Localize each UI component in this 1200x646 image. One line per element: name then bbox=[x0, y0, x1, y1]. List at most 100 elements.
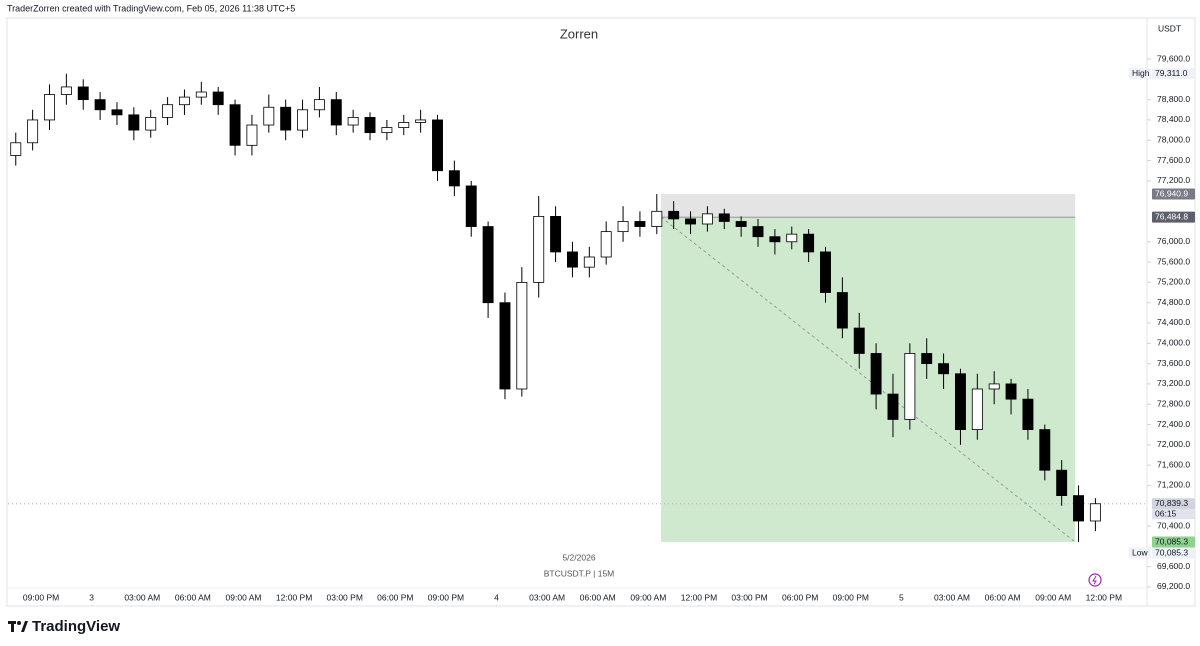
candle bbox=[195, 81, 207, 105]
candle bbox=[971, 373, 983, 440]
candle-body bbox=[870, 353, 882, 395]
x-tick-label: 03:00 PM bbox=[731, 592, 767, 602]
marker-value: 79,311.0 bbox=[1155, 68, 1188, 78]
candle-body bbox=[1073, 495, 1084, 522]
candle-body bbox=[313, 99, 325, 111]
x-tick-label: 03:00 AM bbox=[124, 592, 160, 602]
candle bbox=[887, 373, 899, 438]
candle-body bbox=[752, 226, 764, 238]
x-tick-label: 09:00 AM bbox=[1035, 592, 1071, 602]
candle bbox=[448, 160, 460, 197]
marker-name: High bbox=[1132, 68, 1150, 78]
marker-name-box bbox=[1129, 68, 1151, 80]
candle-body bbox=[820, 251, 831, 293]
candle bbox=[870, 343, 882, 410]
candle-body bbox=[988, 383, 1000, 390]
candle bbox=[1056, 460, 1068, 506]
candle-body bbox=[668, 210, 680, 220]
candle bbox=[94, 92, 106, 120]
candle-body bbox=[1089, 503, 1101, 522]
x-tick-label: 06:00 PM bbox=[782, 592, 818, 602]
x-tick-label: 12:00 PM bbox=[1086, 592, 1122, 602]
candle-body bbox=[1056, 469, 1068, 497]
candle-body bbox=[583, 256, 595, 268]
y-tick-label: 79,600.0 bbox=[1157, 53, 1190, 63]
candle-body bbox=[27, 119, 39, 144]
candle bbox=[364, 112, 376, 141]
candle-body bbox=[415, 119, 427, 123]
candle-body bbox=[10, 142, 22, 156]
alert-icon[interactable] bbox=[1088, 573, 1102, 587]
x-tick-label: 09:00 PM bbox=[23, 592, 59, 602]
candle bbox=[482, 221, 494, 318]
y-tick-label: 75,200.0 bbox=[1157, 277, 1190, 287]
y-tick-label: 71,600.0 bbox=[1157, 459, 1190, 469]
y-tick-label: 76,000.0 bbox=[1157, 236, 1190, 246]
candle-body bbox=[499, 302, 511, 390]
stop-label: 76,940.9 bbox=[1155, 188, 1188, 198]
candle-body bbox=[938, 363, 950, 375]
marker-value-box bbox=[1152, 547, 1195, 559]
candle-body bbox=[347, 116, 359, 126]
candle bbox=[178, 89, 190, 115]
candle-body bbox=[685, 218, 696, 225]
entry-label: 76,484.8 bbox=[1155, 211, 1188, 221]
candle bbox=[820, 246, 831, 303]
candle-body bbox=[94, 99, 106, 111]
candle-body bbox=[111, 109, 123, 116]
y-tick-label: 78,000.0 bbox=[1157, 134, 1190, 144]
candle bbox=[1089, 498, 1101, 532]
candle-body bbox=[162, 104, 174, 118]
x-tick-label: 03:00 AM bbox=[934, 592, 970, 602]
x-tick-label: 06:00 AM bbox=[985, 592, 1021, 602]
x-tick-label: 09:00 PM bbox=[833, 592, 869, 602]
x-tick-label: 12:00 PM bbox=[681, 592, 717, 602]
candle bbox=[904, 343, 916, 430]
stop-zone bbox=[661, 194, 1076, 218]
x-tick-label: 12:00 PM bbox=[276, 592, 312, 602]
candle bbox=[381, 119, 393, 141]
candle bbox=[685, 211, 696, 235]
candle bbox=[432, 114, 443, 181]
candle-body bbox=[971, 388, 983, 431]
target-label: 70,085.3 bbox=[1155, 536, 1188, 546]
x-tick-label: 5 bbox=[899, 592, 904, 602]
marker-value-box bbox=[1152, 68, 1195, 80]
candle bbox=[803, 229, 815, 263]
candle bbox=[668, 201, 680, 230]
brand: TradingView bbox=[32, 618, 120, 635]
candle bbox=[280, 99, 292, 141]
candle bbox=[566, 241, 578, 278]
last-price-box bbox=[1152, 498, 1195, 510]
y-tick-label: 71,200.0 bbox=[1157, 480, 1190, 490]
candle-body bbox=[550, 215, 562, 253]
candle bbox=[297, 99, 309, 138]
candle-body bbox=[1022, 398, 1034, 431]
candle-body bbox=[448, 170, 460, 187]
y-tick-label: 72,000.0 bbox=[1157, 439, 1190, 449]
y-tick-label: 72,800.0 bbox=[1157, 398, 1190, 408]
candle-body bbox=[195, 91, 207, 98]
candle bbox=[701, 206, 713, 232]
candle bbox=[550, 206, 562, 263]
candle bbox=[60, 73, 72, 105]
candle bbox=[600, 221, 612, 265]
candle bbox=[499, 292, 511, 400]
candle-body bbox=[718, 213, 730, 222]
candle bbox=[44, 84, 55, 131]
candle-body bbox=[566, 251, 578, 268]
y-tick-label: 75,600.0 bbox=[1157, 256, 1190, 266]
candle bbox=[111, 102, 123, 126]
marker-name: Low bbox=[1132, 547, 1148, 557]
y-tick-label: 74,400.0 bbox=[1157, 317, 1190, 327]
candle-body bbox=[786, 233, 798, 243]
candle bbox=[954, 368, 966, 445]
candle bbox=[769, 229, 781, 255]
y-tick-label: 69,600.0 bbox=[1157, 561, 1190, 571]
candle bbox=[229, 99, 241, 156]
y-tick-label: 69,200.0 bbox=[1157, 581, 1190, 591]
candle-body bbox=[60, 86, 72, 95]
trade-path bbox=[660, 216, 1076, 543]
candle-body bbox=[330, 99, 342, 126]
